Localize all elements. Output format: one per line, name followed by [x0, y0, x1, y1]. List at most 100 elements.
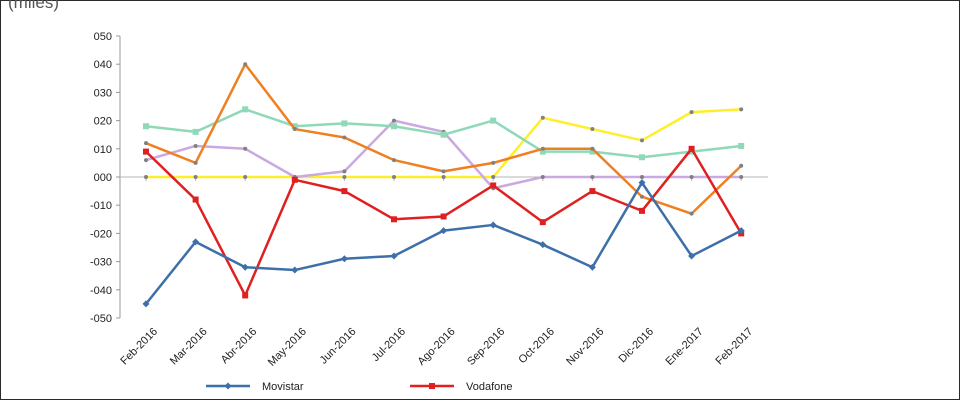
data-point [490, 182, 497, 189]
data-point [144, 141, 148, 146]
legend-label: Vodafone [466, 381, 513, 393]
y-tick-label: -030 [90, 257, 112, 269]
data-point [392, 118, 396, 123]
data-point [688, 145, 695, 152]
data-point [144, 158, 148, 163]
data-point [589, 188, 596, 195]
data-point [144, 175, 148, 179]
data-point [243, 62, 248, 67]
data-point [291, 176, 298, 183]
data-point [639, 207, 645, 214]
y-tick-label: 010 [94, 144, 112, 156]
data-point [738, 142, 745, 149]
data-point [392, 158, 396, 163]
data-point [640, 138, 644, 143]
x-tick-label: Ene-2017 [663, 326, 705, 368]
data-point [342, 175, 347, 179]
data-point [429, 383, 435, 389]
data-point [340, 255, 348, 263]
data-point [540, 115, 545, 120]
data-point [590, 127, 595, 132]
series-line [143, 145, 745, 299]
data-point [243, 146, 248, 151]
data-point [739, 107, 744, 112]
series-path [145, 62, 743, 215]
x-tick-label: Jun-2016 [318, 326, 359, 367]
x-tick-label: Oct-2016 [516, 326, 556, 366]
data-point [640, 194, 644, 199]
data-point [689, 110, 694, 115]
series-line [143, 106, 745, 161]
data-point [192, 196, 199, 203]
y-tick-label: 040 [94, 59, 112, 71]
data-point [689, 175, 694, 179]
data-point [491, 160, 496, 165]
data-point [589, 148, 596, 155]
data-point [292, 127, 297, 132]
data-point [440, 131, 447, 138]
x-tick-label: Nov-2016 [564, 326, 606, 368]
y-tick-label: 030 [94, 87, 112, 99]
data-point [588, 263, 596, 271]
data-point [640, 175, 644, 179]
data-point [539, 148, 546, 155]
y-tick-label: 000 [94, 172, 112, 184]
data-point [341, 188, 348, 195]
y-tick-label: -040 [90, 285, 112, 297]
data-point [590, 175, 595, 179]
y-tick-label: 050 [94, 31, 112, 43]
data-point [489, 221, 497, 229]
data-point [342, 169, 347, 174]
data-point [590, 146, 595, 151]
legend-item: Vodafone [410, 381, 513, 393]
data-point [689, 211, 694, 216]
data-point [341, 120, 348, 127]
legend-item: Movistar [206, 381, 304, 393]
y-tick-label: 020 [94, 116, 112, 128]
series-line [144, 107, 744, 179]
data-point [739, 163, 744, 168]
data-point [391, 216, 397, 223]
y-tick-label: -010 [90, 200, 112, 212]
y-axis: 050 040 030 020 010 000 -010 -020 -030 -040 -050 [90, 31, 121, 325]
x-tick-label: Feb-2017 [714, 326, 756, 368]
x-tick-label: May-2016 [266, 326, 309, 369]
data-point [490, 117, 497, 124]
data-point [540, 146, 545, 151]
data-point [243, 175, 248, 179]
x-tick-label: Abr-2016 [219, 326, 259, 366]
y-unit-label: (miles) [8, 0, 59, 12]
data-point [291, 123, 298, 130]
data-point [193, 143, 198, 148]
data-point [224, 382, 232, 390]
data-point [491, 175, 496, 179]
data-point [540, 175, 545, 179]
data-point [143, 123, 149, 130]
data-point [242, 292, 249, 299]
data-point [142, 300, 150, 308]
data-point [638, 179, 646, 187]
data-point [391, 123, 397, 130]
x-tick-label: Jul-2016 [370, 326, 408, 364]
series-line [142, 179, 745, 308]
data-point [639, 154, 645, 161]
data-point [193, 175, 198, 179]
data-point [390, 252, 398, 260]
legend-label: Movistar [262, 381, 304, 393]
data-point [440, 213, 447, 220]
data-point [342, 135, 347, 140]
data-point [539, 219, 546, 226]
data-point [739, 175, 744, 179]
data-point [441, 175, 446, 179]
data-point [392, 175, 396, 179]
data-point [440, 227, 448, 235]
data-point [539, 241, 547, 249]
legend: Movistar Vodafone [206, 381, 513, 393]
x-tick-label: Feb-2016 [118, 326, 160, 368]
data-point [143, 148, 149, 155]
data-point [688, 252, 696, 260]
series-path [146, 108, 742, 179]
data-point [192, 238, 200, 246]
series-group [142, 62, 745, 308]
